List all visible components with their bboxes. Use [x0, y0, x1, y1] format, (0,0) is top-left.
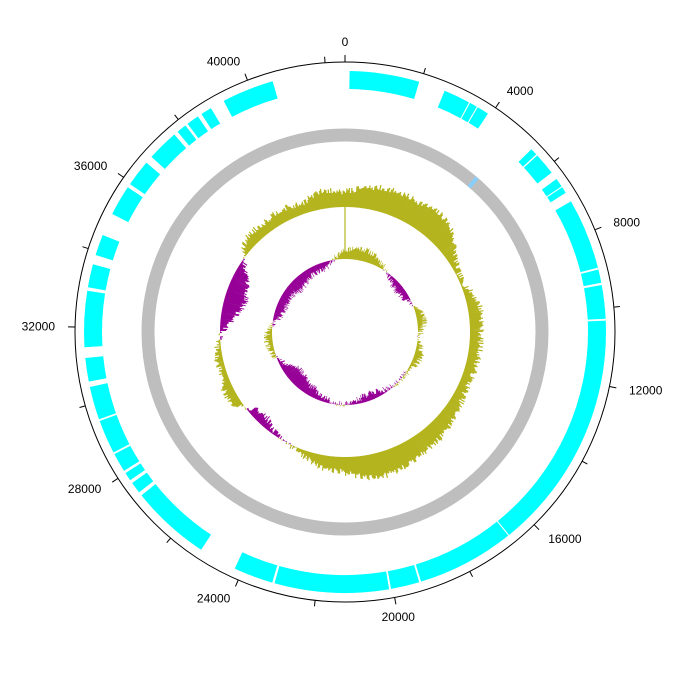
feature-block [416, 522, 508, 582]
minor-tick [175, 115, 179, 120]
gc-skew-negative [272, 260, 418, 405]
minor-tick [80, 406, 86, 408]
feature-block [84, 291, 105, 348]
feature-block [388, 565, 419, 589]
minor-tick [582, 461, 587, 464]
feature-block [151, 135, 186, 169]
major-tick [595, 227, 601, 230]
feature-block [581, 270, 601, 287]
gc-content-track [214, 185, 484, 480]
feature-block [112, 187, 143, 222]
tick-label: 0 [342, 35, 349, 49]
axis-circle [75, 62, 615, 602]
feature-block [235, 552, 278, 582]
major-tick [235, 580, 238, 586]
minor-tick [614, 307, 620, 308]
minor-tick [167, 538, 171, 543]
feature-block [100, 415, 130, 453]
gc-skew-positive [264, 247, 428, 407]
tick-label: 8000 [613, 215, 640, 229]
tick-label: 32000 [22, 320, 56, 334]
feature-block [584, 285, 606, 320]
major-tick [496, 102, 500, 108]
feature-block [130, 163, 160, 195]
tick-label: 12000 [629, 384, 663, 398]
tick-label: 24000 [197, 591, 231, 605]
gc-content-positive [214, 185, 484, 480]
minor-tick [424, 68, 426, 74]
tick-label: 16000 [548, 532, 582, 546]
feature-block [349, 71, 419, 99]
major-tick [534, 525, 539, 530]
minor-tick [554, 158, 559, 162]
tick-label: 20000 [382, 610, 416, 624]
major-tick [118, 173, 124, 177]
tick-label: 28000 [68, 482, 102, 496]
feature-block [141, 484, 211, 550]
major-tick [112, 478, 118, 482]
minor-tick [470, 571, 473, 576]
feature-block [555, 201, 598, 272]
gc-skew-track [264, 197, 428, 407]
coordinate-axis: 0 4000 8000 12000 16000 20000 24000 28000 32000 3… [22, 35, 663, 624]
tick-label: 4000 [507, 84, 534, 98]
major-tick [395, 597, 396, 604]
feature-block [88, 264, 110, 290]
feature-block [90, 383, 116, 419]
gc-content-negative [220, 259, 293, 446]
feature-ring [84, 71, 606, 593]
minor-tick [314, 600, 315, 606]
major-tick [245, 74, 248, 81]
tick-label: 36000 [74, 159, 108, 173]
minor-tick [83, 247, 89, 249]
feature-block [85, 356, 106, 381]
feature-block [275, 566, 390, 593]
major-tick [609, 387, 616, 388]
feature-block [96, 235, 120, 260]
tick-label: 40000 [207, 55, 241, 69]
